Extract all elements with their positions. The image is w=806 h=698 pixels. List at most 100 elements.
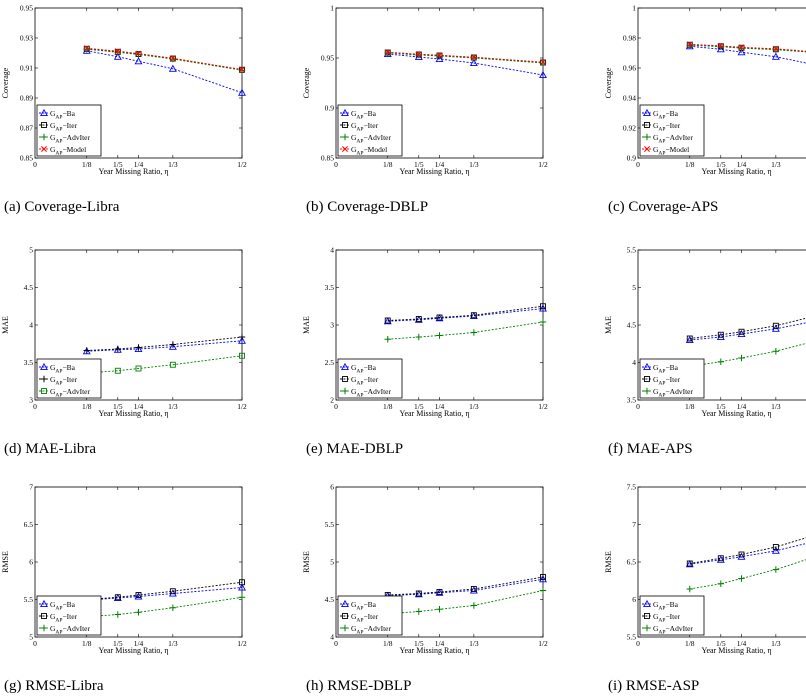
legend-label-main: G: [653, 387, 659, 396]
subfigure-caption: (f) MAE-APS: [608, 441, 693, 457]
x-tick-label: 1/4: [737, 160, 747, 169]
x-tick-label: 1/8: [685, 402, 695, 411]
legend-box: [36, 595, 102, 636]
legend-label-sub: AP: [658, 369, 665, 375]
legend-label: GAP−AdvIter: [50, 624, 91, 636]
data-point: [738, 328, 745, 335]
y-tick-label: 6.5: [627, 558, 637, 567]
legend-label-tail: −AdvIter: [363, 624, 391, 633]
y-tick-label: 0.92: [623, 124, 636, 133]
data-point: [717, 42, 724, 49]
legend-label: GAP−Iter: [653, 121, 681, 133]
legend-marker: [40, 624, 48, 632]
x-tick-label: 1/4: [435, 402, 445, 411]
data-point: [168, 342, 177, 350]
data-point: [716, 332, 725, 341]
legend-label: GAP−AdvIter: [50, 133, 91, 145]
series-line: [387, 308, 544, 322]
data-point: [83, 46, 90, 53]
legend-marker: [644, 613, 650, 619]
data-point: [686, 42, 693, 49]
x-origin-label: 0: [636, 639, 640, 648]
data-point: [470, 329, 478, 336]
legend-label: GAP−Iter: [351, 612, 379, 624]
legend-box: [36, 358, 102, 399]
legend-label: GAP−Ba: [50, 109, 76, 121]
y-tick-label: 4: [29, 321, 33, 330]
y-tick-label: 5.5: [627, 246, 637, 255]
y-tick-label: 7.5: [627, 483, 637, 492]
legend-marker: [40, 375, 48, 383]
legend-label-sub: AP: [55, 630, 62, 636]
data-point: [168, 64, 177, 72]
legend-marker: [644, 122, 650, 128]
data-point: [738, 575, 745, 582]
legend-label-tail: −Ba: [665, 363, 678, 372]
data-point: [686, 41, 693, 48]
legend-marker: [644, 376, 650, 382]
y-tick-label: 7: [632, 520, 636, 529]
y-tick-label: 3: [29, 396, 33, 405]
legend-marker: [342, 613, 348, 619]
y-tick-label: 3.5: [325, 283, 335, 292]
y-tick-label: 0.9: [627, 154, 637, 163]
data-point: [114, 49, 121, 56]
legend-label-tail: −AdvIter: [363, 387, 391, 396]
y-tick-label: 0.93: [20, 34, 33, 43]
data-point: [771, 52, 780, 60]
data-point: [436, 589, 443, 595]
x-axis-label: Year Missing Ratio, η: [98, 167, 168, 176]
data-point: [135, 51, 142, 58]
data-point: [436, 332, 443, 339]
x-tick-label: 1/2: [237, 402, 247, 411]
data-point: [135, 50, 142, 57]
legend-label-tail: −Model: [62, 145, 86, 154]
data-point: [470, 586, 477, 592]
x-tick-label: 1/3: [469, 160, 479, 169]
data-point: [539, 304, 547, 312]
y-tick-label: 4.5: [24, 283, 34, 292]
data-point: [134, 57, 143, 65]
series-line: [387, 576, 544, 596]
legend-label-sub: AP: [356, 151, 363, 157]
data-point: [436, 606, 443, 613]
data-point: [685, 335, 694, 344]
data-point: [238, 336, 246, 344]
data-point: [384, 317, 391, 324]
x-tick-label: 1/3: [168, 402, 178, 411]
x-axis-label: Year Missing Ratio, η: [98, 646, 168, 655]
data-point: [114, 345, 121, 353]
data-point: [114, 367, 121, 374]
data-point: [686, 335, 693, 342]
y-axis-label: RMSE: [1, 551, 10, 573]
legend-label-main: G: [50, 600, 56, 609]
legend-label-sub: AP: [658, 618, 665, 624]
legend-label-sub: AP: [55, 606, 62, 612]
data-point: [239, 579, 245, 586]
data-point: [717, 555, 724, 562]
legend-label-sub: AP: [658, 630, 665, 636]
legend-label-tail: −Iter: [363, 121, 378, 130]
y-tick-label: 5.5: [24, 595, 34, 604]
legend-label-sub: AP: [356, 618, 363, 624]
y-tick-label: 5: [29, 633, 33, 642]
data-point: [415, 51, 422, 59]
legend-label-sub: AP: [658, 151, 665, 157]
subfigure-caption: (c) Coverage-APS: [608, 199, 718, 215]
legend-label-sub: AP: [658, 381, 665, 387]
x-axis-label: Year Missing Ratio, η: [701, 409, 771, 418]
series-line: [86, 50, 243, 94]
y-tick-label: 3: [330, 321, 334, 330]
x-tick-label: 1/8: [383, 402, 393, 411]
legend-marker: [643, 108, 651, 117]
data-point: [415, 590, 422, 597]
y-axis-label: MAE: [604, 316, 613, 334]
legend-marker: [341, 133, 349, 141]
data-point: [135, 365, 142, 372]
data-point: [716, 555, 725, 563]
chart-panel: 3 3.5 4 4.5 5 0 1/8 1/5 1/4 1/3 1/2 Year Missing Ra…: [1, 246, 247, 458]
y-tick-label: 2.5: [325, 358, 335, 367]
legend-label-tail: −Iter: [62, 612, 77, 621]
